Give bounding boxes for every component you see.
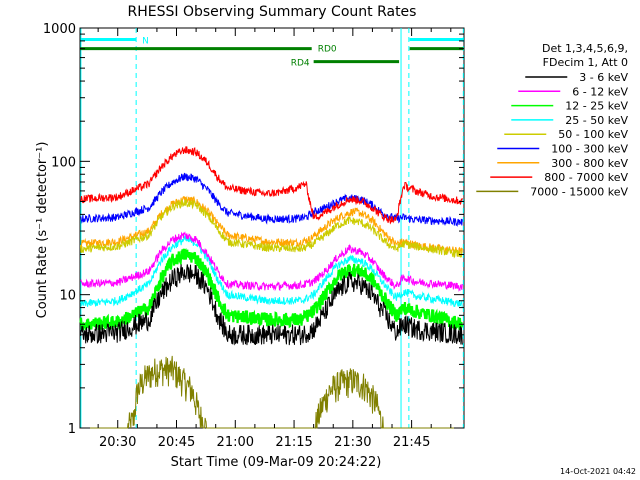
annotation-label-rd4: RD4 <box>291 59 310 69</box>
legend-entry-4: 50 - 100 keV <box>558 128 628 141</box>
footer-date: 14-Oct-2021 04:42 <box>560 467 636 476</box>
legend-entry-3: 25 - 50 keV <box>565 114 628 127</box>
x-tick-label-5: 21:45 <box>393 435 430 450</box>
legend-entry-8: 7000 - 15000 keV <box>530 185 628 198</box>
attenuator-annotations: N RD0 RD4 <box>80 36 464 69</box>
series-line-3-6keV <box>80 264 463 346</box>
legend-entry-2: 12 - 25 keV <box>565 100 628 113</box>
interval-markers <box>80 28 464 428</box>
series-line-800-7000keV <box>80 146 463 225</box>
legend-header-line-1: Det 1,3,4,5,6,9, <box>542 42 628 55</box>
chart-title: RHESSI Observing Summary Count Rates <box>128 4 417 20</box>
y-axis-label: Count Rate (s⁻¹ detector⁻¹) <box>35 142 50 319</box>
y-tick-label-3: 1000 <box>43 22 76 37</box>
legend-entry-6: 300 - 800 keV <box>551 157 628 170</box>
series-line-6-12keV <box>80 231 463 292</box>
y-tick-label-1: 10 <box>59 289 76 304</box>
legend-entry-7: 800 - 7000 keV <box>544 171 628 184</box>
series-line-300-800keV <box>80 195 463 255</box>
x-tick-label-0: 20:30 <box>99 435 136 450</box>
x-tick-label-1: 20:45 <box>158 435 195 450</box>
series-line-12-25keV <box>79 247 464 332</box>
plot-area: N RD0 RD4 20:30 20:45 21:00 21:15 21:30 21:45 1 1… <box>43 22 465 450</box>
series-line-100-300keV <box>80 172 463 228</box>
x-axis-label: Start Time (09-Mar-09 20:24:22) <box>171 455 382 470</box>
legend-header-line-2: FDecim 1, Att 0 <box>543 56 628 69</box>
series-line-7000-15000keV <box>80 355 463 429</box>
legend-entry-1: 6 - 12 keV <box>572 85 628 98</box>
axis-ticks: 20:30 20:45 21:00 21:15 21:30 21:45 1 10 100 1000 <box>43 22 464 450</box>
data-series <box>79 146 464 429</box>
annotation-label-rd0: RD0 <box>318 45 337 55</box>
x-tick-label-2: 21:00 <box>217 435 254 450</box>
y-tick-label-2: 100 <box>51 155 76 170</box>
x-tick-label-4: 21:30 <box>334 435 371 450</box>
x-tick-label-3: 21:15 <box>275 435 312 450</box>
y-tick-label-0: 1 <box>68 422 76 437</box>
legend-entry-0: 3 - 6 keV <box>579 71 628 84</box>
series-line-25-50keV <box>80 235 463 308</box>
annotation-label-n: N <box>142 36 149 46</box>
series-line-50-100keV <box>80 198 463 259</box>
legend: Det 1,3,4,5,6,9, FDecim 1, Att 0 3 - 6 k… <box>476 42 628 198</box>
legend-entry-5: 100 - 300 keV <box>551 143 628 156</box>
